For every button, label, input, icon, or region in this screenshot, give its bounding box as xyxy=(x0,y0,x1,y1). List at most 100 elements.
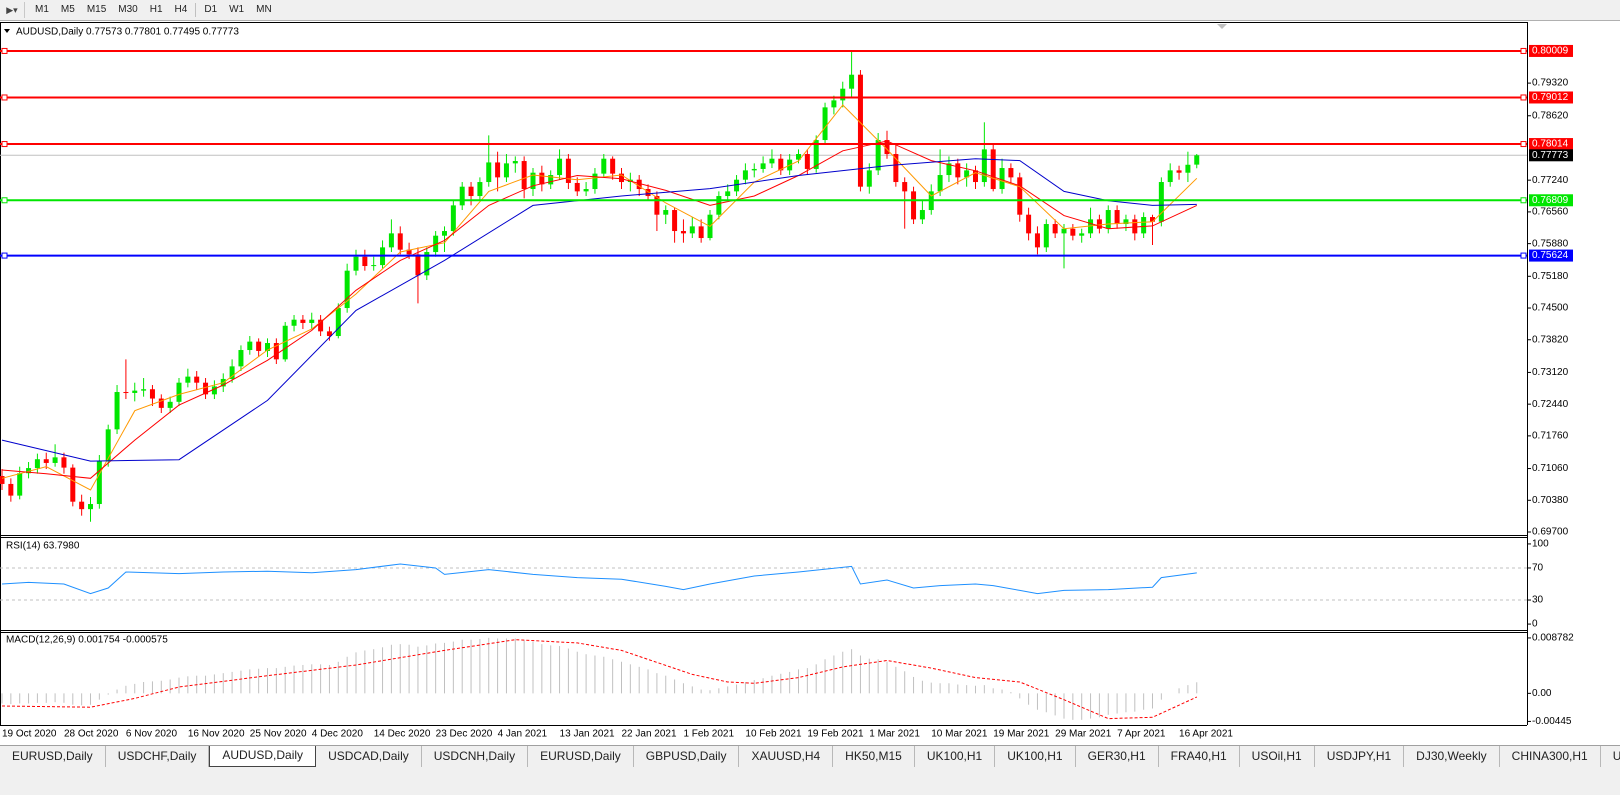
candle-body xyxy=(203,382,209,395)
candle-body xyxy=(450,205,456,232)
candle-body xyxy=(1185,164,1191,173)
level-label-box xyxy=(1529,194,1573,207)
candle-body xyxy=(149,389,155,399)
timeframe-button[interactable]: M5 xyxy=(60,4,75,15)
candle-body xyxy=(680,231,686,234)
current-price-label: 0.77773 xyxy=(1532,150,1569,161)
level-label: 0.80009 xyxy=(1532,46,1569,57)
timeframe-button[interactable]: M1 xyxy=(35,4,49,15)
x-tick-label: 22 Jan 2021 xyxy=(622,729,677,740)
timeframe-button[interactable]: D1 xyxy=(204,4,218,15)
candle-body xyxy=(636,179,642,190)
candle-body xyxy=(318,319,324,332)
candle-body xyxy=(539,172,545,185)
x-tick-label: 10 Feb 2021 xyxy=(745,729,802,740)
y-tick-label: 0.00 xyxy=(1532,688,1552,699)
candle-body xyxy=(388,233,394,248)
candle-body xyxy=(999,168,1005,190)
timeframe-button[interactable]: W1 xyxy=(229,4,245,15)
chart-tab[interactable]: UK100,H1 xyxy=(915,746,996,767)
candle-body xyxy=(973,170,978,183)
chart-tab[interactable]: CHINA300,H1 xyxy=(1500,746,1601,767)
current-price-box xyxy=(1529,149,1573,162)
candle-body xyxy=(751,168,757,171)
candle-body xyxy=(937,175,943,192)
x-tick-label: 1 Feb 2021 xyxy=(683,729,734,740)
rsi-line xyxy=(1,563,1197,595)
candle-body xyxy=(1043,224,1049,248)
y-tick-label: 70 xyxy=(1532,563,1544,574)
candle-body xyxy=(468,186,474,197)
candle-body xyxy=(822,107,828,141)
timeframe-button[interactable]: H1 xyxy=(149,4,163,15)
chart-tab[interactable]: U xyxy=(1601,746,1620,767)
chart-tab[interactable]: USDJPY,H1 xyxy=(1315,746,1405,767)
candle-body xyxy=(79,501,85,510)
candle-body xyxy=(105,429,111,461)
chart-tab[interactable]: AUDUSD,Daily xyxy=(209,746,317,767)
candle-body xyxy=(946,163,952,176)
candle-body xyxy=(911,191,917,220)
timeframe-button[interactable]: MN xyxy=(256,4,272,15)
x-tick-label: 19 Feb 2021 xyxy=(807,729,864,740)
chart-tab[interactable]: XAUUSD,H4 xyxy=(739,746,834,767)
toolbar-icon[interactable]: ▶▾ xyxy=(0,2,25,18)
x-tick-label: 10 Mar 2021 xyxy=(931,729,988,740)
collapse-arrow[interactable] xyxy=(4,29,10,33)
separator xyxy=(195,3,197,17)
candle-body xyxy=(70,467,76,502)
chart-tab[interactable]: USOil,H1 xyxy=(1240,746,1315,767)
timeframe-button[interactable]: M15 xyxy=(86,4,107,15)
candle-body xyxy=(716,196,722,215)
tab-bar: EURUSD,Daily USDCHF,Daily AUDUSD,Daily USDC… xyxy=(0,745,1620,795)
timeframe-button[interactable]: M30 xyxy=(118,4,138,15)
chart-tab[interactable]: UK100,H1 xyxy=(995,746,1076,767)
candle-body xyxy=(1194,155,1200,165)
candle-body xyxy=(840,88,846,101)
candle-body xyxy=(300,319,306,323)
candle-body xyxy=(698,226,704,239)
candle-body xyxy=(893,154,899,183)
candle-body xyxy=(574,182,580,192)
candle-body xyxy=(1150,217,1155,222)
candle-body xyxy=(477,182,483,197)
candle-body xyxy=(857,74,863,187)
candle-body xyxy=(61,457,67,468)
chart-tab[interactable]: DJ30,Weekly xyxy=(1404,746,1500,767)
candle-body xyxy=(1061,228,1067,234)
chart-tab[interactable]: FRA40,H1 xyxy=(1159,746,1240,767)
panel-title: MACD(12,26,9) 0.001754 -0.000575 xyxy=(6,635,168,646)
candle-body xyxy=(884,140,890,155)
chart-tab[interactable]: HK50,M15 xyxy=(833,746,915,767)
candle-body xyxy=(194,376,200,383)
x-tick-label: 16 Apr 2021 xyxy=(1179,729,1233,740)
candle-body xyxy=(831,100,837,108)
chart-tab[interactable]: GER30,H1 xyxy=(1076,746,1159,767)
chart-tab[interactable]: USDCNH,Daily xyxy=(422,746,529,767)
candle-body xyxy=(238,350,244,367)
y-tick-label: 0 xyxy=(1532,619,1538,630)
x-tick-label: 6 Nov 2020 xyxy=(126,729,178,740)
candle-body xyxy=(141,389,147,391)
timeframe-button[interactable]: H4 xyxy=(174,4,188,15)
level-label-box xyxy=(1529,249,1573,262)
level-label-box xyxy=(1529,44,1573,57)
candle-body xyxy=(459,186,465,206)
chart-tab[interactable]: EURUSD,Daily xyxy=(528,746,634,767)
candle-body xyxy=(326,331,332,337)
candle-body xyxy=(34,459,40,469)
x-tick-label: 14 Dec 2020 xyxy=(374,729,431,740)
chart-window: 0.79320 0.78620 0.77240 0.76560 0.75880 0.751… xyxy=(0,21,1620,745)
candle-body xyxy=(601,158,607,174)
chart-tab[interactable]: USDCAD,Daily xyxy=(316,746,422,767)
level-handle xyxy=(1,197,8,204)
candle-body xyxy=(167,401,173,408)
chart-tab[interactable]: USDCHF,Daily xyxy=(106,746,210,767)
chart-tab[interactable]: EURUSD,Daily xyxy=(0,746,106,767)
candle-body xyxy=(8,483,14,496)
candle-body xyxy=(548,175,554,185)
candle-body xyxy=(114,392,120,430)
level-handle xyxy=(1520,47,1527,54)
candle-body xyxy=(256,341,262,351)
chart-tab[interactable]: GBPUSD,Daily xyxy=(634,746,740,767)
